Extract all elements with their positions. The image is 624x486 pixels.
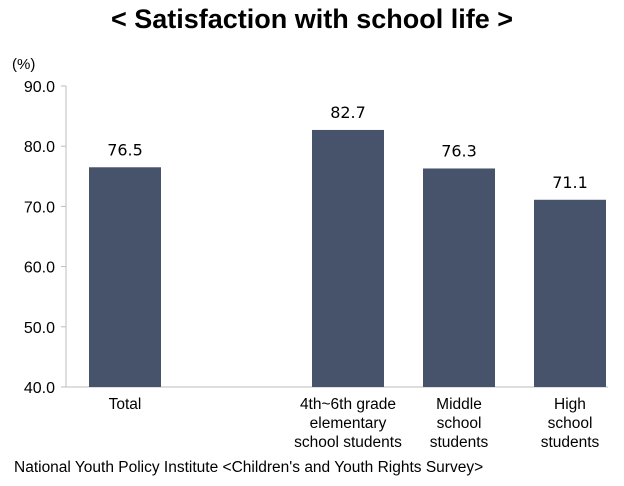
y-tick-label: 60.0	[24, 260, 55, 277]
category-label: 4th~6th grade elementary school students	[294, 396, 402, 451]
category-label-line: students	[430, 434, 489, 451]
bar	[312, 129, 384, 388]
bar-value-label: 76.3	[441, 141, 477, 160]
category-label-line: elementary	[310, 415, 387, 432]
category-label-line: school students	[294, 434, 402, 451]
bar-value-label: 71.1	[552, 173, 588, 192]
bar-value-label: 76.5	[107, 140, 143, 159]
category-label: Total	[109, 396, 142, 413]
category-label-line: Total	[109, 396, 142, 413]
y-tick-label: 80.0	[24, 139, 55, 156]
source-note: National Youth Policy Institute <Childre…	[14, 459, 484, 476]
y-tick-label: 90.0	[24, 79, 55, 96]
bar	[423, 168, 495, 387]
bar-value-label: 82.7	[330, 103, 366, 122]
category-label: High school students	[541, 396, 600, 451]
bars	[89, 129, 606, 388]
category-label-line: students	[541, 434, 600, 451]
y-axis-ticks: 40.0 50.0 60.0 70.0 80.0 90.0	[24, 79, 66, 397]
bar	[89, 167, 161, 387]
data-labels: 76.5 82.7 76.3 71.1	[107, 103, 588, 192]
category-labels: Total 4th~6th grade elementary school stude…	[109, 396, 600, 451]
category-label-line: High	[554, 396, 586, 413]
category-label-line: 4th~6th grade	[300, 396, 396, 413]
category-label-line: school	[548, 415, 593, 432]
bar	[534, 199, 606, 387]
y-tick-label: 70.0	[24, 199, 55, 216]
y-tick-label: 40.0	[24, 380, 55, 397]
category-label-line: Middle	[436, 396, 482, 413]
chart-title: < Satisfaction with school life >	[110, 4, 514, 34]
category-label-line: school	[437, 415, 482, 432]
y-axis-unit-label: (%)	[12, 56, 35, 73]
category-label: Middle school students	[430, 396, 489, 451]
y-tick-label: 50.0	[24, 320, 55, 337]
